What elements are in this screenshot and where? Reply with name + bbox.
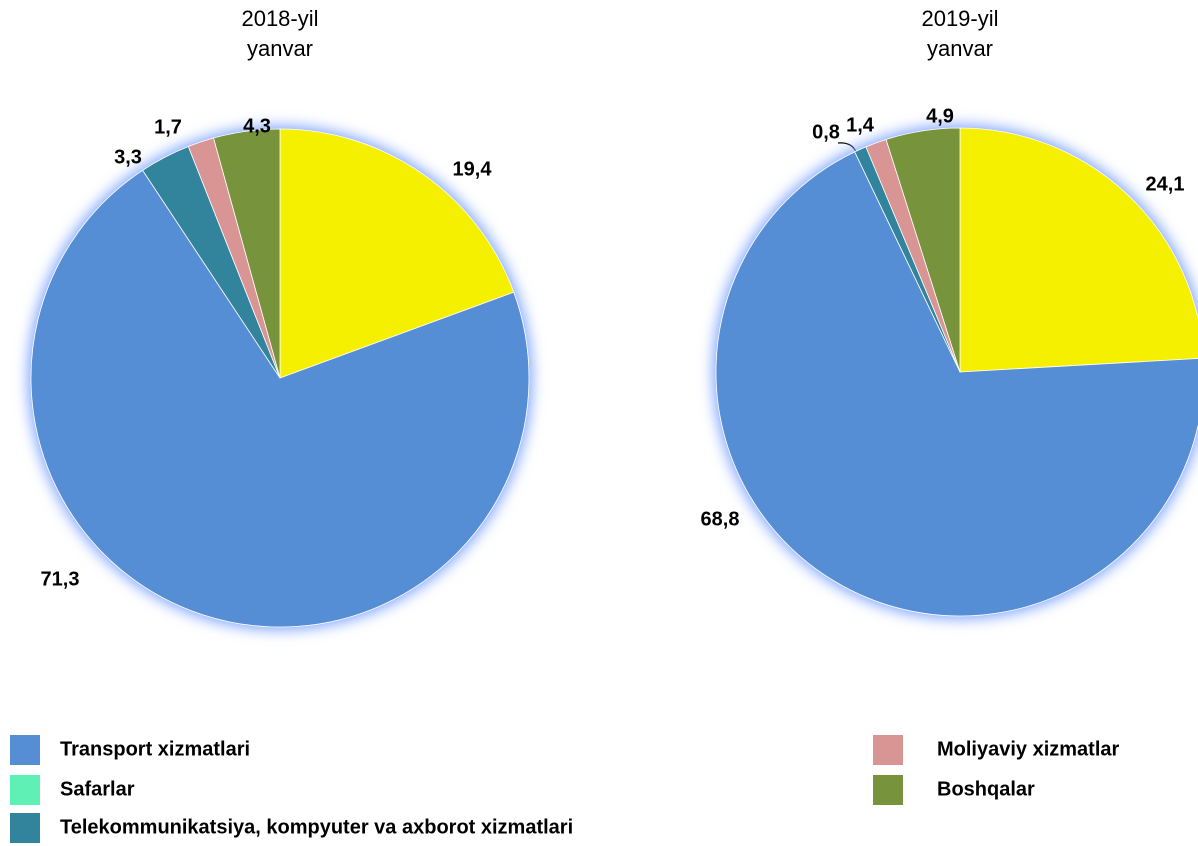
data-label: 19,4	[453, 158, 493, 180]
chart-title: yanvar	[927, 36, 993, 61]
legend-swatch	[10, 735, 40, 765]
pie-slice	[30, 169, 530, 628]
data-label: 3,3	[114, 146, 142, 168]
data-label: 4,3	[243, 115, 271, 137]
data-label: 68,8	[701, 508, 740, 530]
pie-slice	[715, 151, 1198, 617]
legend-label: Moliyaviy xizmatlar	[937, 738, 1120, 760]
legend-label: Telekommunikatsiya, kompyuter va axborot…	[60, 816, 573, 838]
pie-slice	[959, 127, 1198, 373]
legend-swatch	[10, 775, 40, 805]
legend-swatch	[873, 775, 903, 805]
chart-title: 2019-yil	[921, 6, 998, 31]
data-label: 1,4	[846, 114, 875, 136]
data-label: 71,3	[41, 568, 80, 590]
chart-title: 2018-yil	[241, 6, 318, 31]
data-label: 24,1	[1146, 173, 1185, 195]
pie-slice	[279, 128, 515, 379]
data-label: 4,9	[926, 105, 954, 127]
legend-swatch	[10, 813, 40, 843]
legend-label: Transport xizmatlari	[60, 738, 250, 760]
pie-slice	[213, 128, 281, 379]
pie-slice	[885, 127, 961, 373]
legend-label: Safarlar	[60, 778, 135, 800]
data-label: 0,8	[812, 121, 840, 143]
legend-swatch	[873, 735, 903, 765]
legend-label: Boshqalar	[937, 778, 1035, 800]
chart-title: yanvar	[247, 36, 313, 61]
data-label: 1,7	[154, 116, 182, 138]
